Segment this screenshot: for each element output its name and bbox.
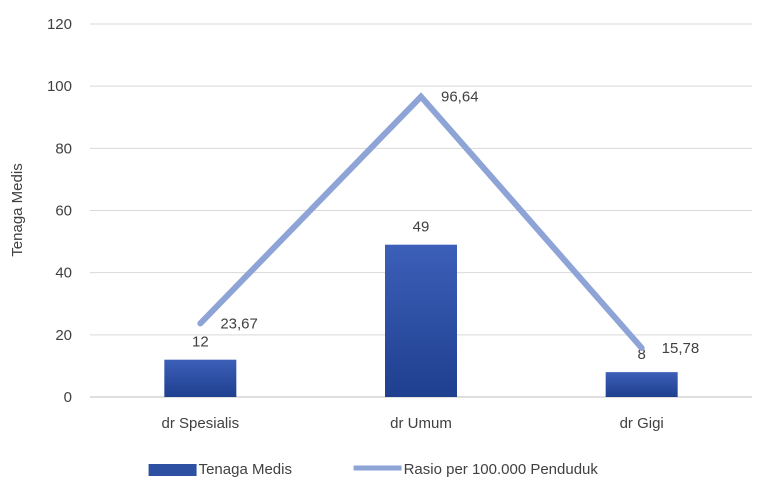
line-data-label-2: 96,64	[441, 89, 479, 106]
x-tick-label-1: dr Spesialis	[162, 415, 240, 432]
legend: Tenaga Medis Rasio per 100.000 Penduduk	[148, 461, 599, 478]
bar-data-label-1: 12	[192, 334, 209, 351]
line-series: 23,67 96,64 15,78	[197, 89, 700, 357]
bar-series: 12 49 8	[164, 219, 678, 397]
bar-1	[164, 359, 237, 397]
y-tick-label-0: 0	[64, 389, 72, 406]
bar-data-label-2: 49	[413, 219, 430, 236]
y-tick-label-40: 40	[55, 265, 72, 282]
y-axis-ticks: 0 20 40 60 80 100 120	[47, 16, 72, 406]
y-axis-label: Tenaga Medis	[9, 163, 26, 256]
x-tick-label-3: dr Gigi	[620, 415, 664, 432]
bar-3	[605, 372, 678, 397]
line-path	[197, 92, 645, 351]
x-tick-label-2: dr Umum	[390, 415, 452, 432]
line-data-label-1: 23,67	[220, 315, 258, 332]
y-tick-label-120: 120	[47, 16, 72, 33]
legend-swatch-bar	[148, 464, 197, 476]
line-data-label-3: 15,78	[662, 340, 700, 357]
y-tick-label-100: 100	[47, 78, 72, 95]
bar-2	[385, 244, 457, 397]
x-axis-ticks: dr Spesialis dr Umum dr Gigi	[162, 415, 664, 432]
legend-label-line: Rasio per 100.000 Penduduk	[404, 461, 599, 477]
y-tick-label-20: 20	[55, 327, 72, 344]
legend-label-bar: Tenaga Medis	[199, 461, 292, 477]
y-tick-label-80: 80	[55, 140, 72, 157]
bar-data-label-3: 8	[637, 346, 645, 363]
y-tick-label-60: 60	[55, 203, 72, 220]
